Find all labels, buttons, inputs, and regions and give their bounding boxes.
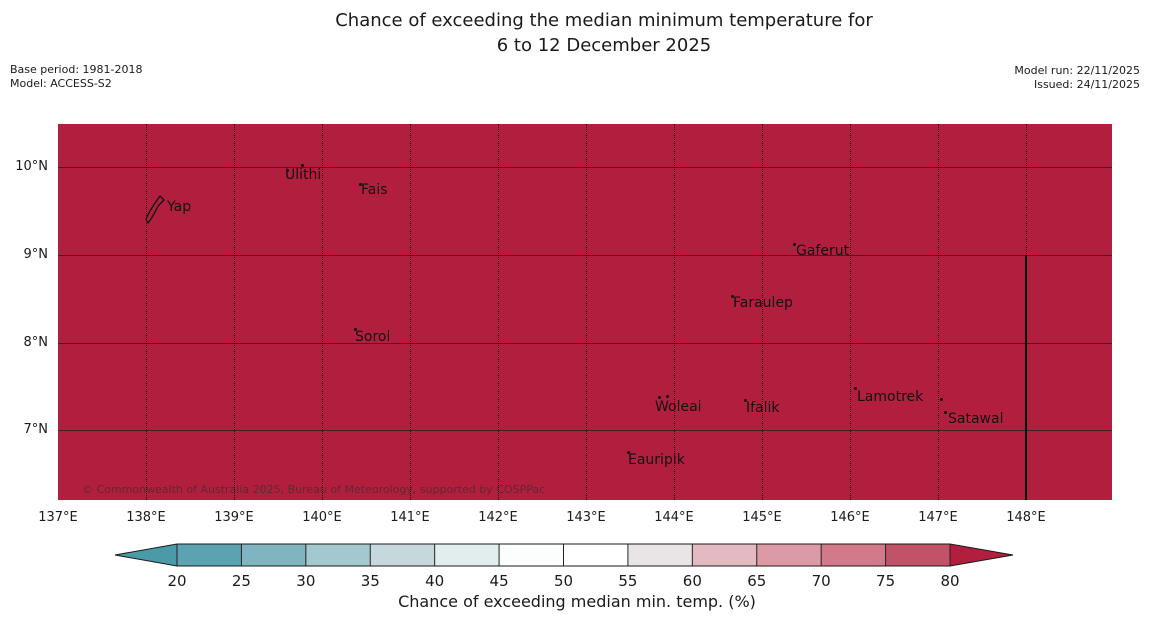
island-label-sorol: Sorol [355, 329, 391, 345]
colorbar-segment [627, 544, 693, 566]
colorbar-tick-label: 60 [682, 572, 702, 590]
yap-island-outline [145, 195, 167, 229]
colorbar [114, 543, 1014, 567]
lon-tick-label: 142°E [478, 510, 518, 525]
atoll-dot [657, 395, 661, 399]
colorbar-segment [563, 544, 628, 566]
colorbar-segment [370, 544, 435, 566]
lon-tick-label: 144°E [654, 510, 694, 525]
issued-text: Issued: 24/11/2025 [1033, 77, 1140, 91]
lon-tick-label: 139°E [214, 510, 254, 525]
latitude-gridline [58, 167, 1112, 168]
meta-left: Base period: 1981-2018 Model: ACCESS-S2 [10, 63, 142, 90]
colorbar-segment [885, 544, 950, 566]
atoll-dot [353, 327, 357, 331]
colorbar-segment [821, 544, 886, 566]
lon-tick-label: 146°E [830, 510, 870, 525]
longitude-gridline [850, 124, 851, 500]
atoll-dot [743, 398, 747, 402]
colorbar-outline [114, 543, 1014, 567]
longitude-gridline [586, 124, 587, 500]
lon-tick-label: 148°E [1006, 510, 1046, 525]
title-line2: 6 to 12 December 2025 [496, 35, 712, 56]
lat-tick-label: 7°N [23, 422, 49, 437]
colorbar-tick-label: 50 [553, 572, 574, 590]
colorbar-tick-label: 70 [811, 572, 831, 590]
colorbar-tick-label: 30 [296, 572, 316, 590]
copyright-text: © Commonwealth of Australia 2025, Bureau… [82, 483, 546, 496]
island-label-ulithi: Ulithi [285, 167, 322, 183]
island-label-fais: Fais [361, 182, 388, 198]
colorbar-segment [241, 544, 306, 566]
colorbar-tick-label: 25 [231, 572, 251, 590]
model-text: Model: ACCESS-S2 [10, 76, 112, 90]
longitude-gridline [762, 124, 763, 500]
latitude-gridline [58, 343, 1112, 344]
colorbar-under-arrow [115, 544, 177, 566]
colorbar-tick-label: 80 [940, 572, 960, 590]
island-label-ifalik: Ifalik [746, 400, 780, 416]
island-label-satawal: Satawal [948, 411, 1004, 427]
longitude-gridline [938, 124, 939, 500]
atoll-dot [939, 397, 943, 401]
lon-tick-label: 141°E [390, 510, 430, 525]
colorbar-tick-label: 20 [167, 572, 187, 590]
atoll-dot [943, 410, 947, 414]
longitude-gridline [146, 124, 147, 500]
colorbar-segment [499, 544, 564, 566]
lat-tick-label: 10°N [15, 159, 48, 174]
colorbar-tick-label: 55 [618, 572, 638, 590]
latitude-gridline [58, 255, 1112, 256]
colorbar-tick-label: 45 [489, 572, 509, 590]
atoll-dot [792, 242, 796, 246]
lon-tick-label: 143°E [566, 510, 606, 525]
lon-tick-label: 137°E [38, 510, 78, 525]
colorbar-label: Chance of exceeding median min. temp. (%… [398, 592, 756, 611]
atoll-dot [285, 168, 289, 172]
atoll-dot [853, 386, 857, 390]
colorbar-tick-label: 75 [876, 572, 896, 590]
lon-tick-label: 147°E [918, 510, 958, 525]
atoll-dot [300, 163, 304, 167]
lon-tick-label: 140°E [302, 510, 342, 525]
colorbar-over-arrow [950, 544, 1013, 566]
base-period-text: Base period: 1981-2018 [10, 63, 143, 76]
island-label-lamotrek: Lamotrek [857, 389, 924, 405]
longitude-gridline [498, 124, 499, 500]
atoll-dot [358, 182, 362, 186]
colorbar-segment [756, 544, 822, 566]
lat-tick-label: 8°N [23, 335, 49, 350]
latitude-gridline [58, 430, 1112, 431]
island-label-faraulep: Faraulep [733, 295, 793, 311]
colorbar-segment [692, 544, 757, 566]
region-boundary-line [1025, 255, 1027, 500]
longitude-gridline [234, 124, 235, 500]
island-label-woleai: Woleai [655, 399, 702, 415]
longitude-gridline [674, 124, 675, 500]
map-canvas: © Commonwealth of Australia 2025, Bureau… [58, 124, 1112, 500]
lon-tick-label: 145°E [742, 510, 782, 525]
colorbar-tick-label: 40 [425, 572, 445, 590]
island-label-yap: Yap [167, 199, 192, 215]
model-run-text: Model run: 22/11/2025 [1014, 64, 1140, 77]
colorbar-segment [305, 544, 371, 566]
meta-right: Model run: 22/11/2025 Issued: 24/11/2025 [1014, 64, 1140, 91]
island-label-gaferut: Gaferut [796, 243, 850, 259]
longitude-gridline [322, 124, 323, 500]
title-line1: Chance of exceeding the median minimum t… [335, 10, 873, 31]
lat-tick-label: 9°N [23, 247, 49, 262]
atoll-dot [730, 294, 734, 298]
longitude-gridline [410, 124, 411, 500]
colorbar-segment [434, 544, 500, 566]
figure-title: Chance of exceeding the median minimum t… [335, 8, 873, 58]
island-label-eauripik: Eauripik [628, 452, 685, 468]
lon-tick-label: 138°E [126, 510, 166, 525]
colorbar-segment [177, 544, 242, 566]
atoll-dot [626, 450, 630, 454]
atoll-dot [665, 394, 669, 398]
colorbar-tick-label: 65 [747, 572, 767, 590]
colorbar-tick-label: 35 [360, 572, 380, 590]
